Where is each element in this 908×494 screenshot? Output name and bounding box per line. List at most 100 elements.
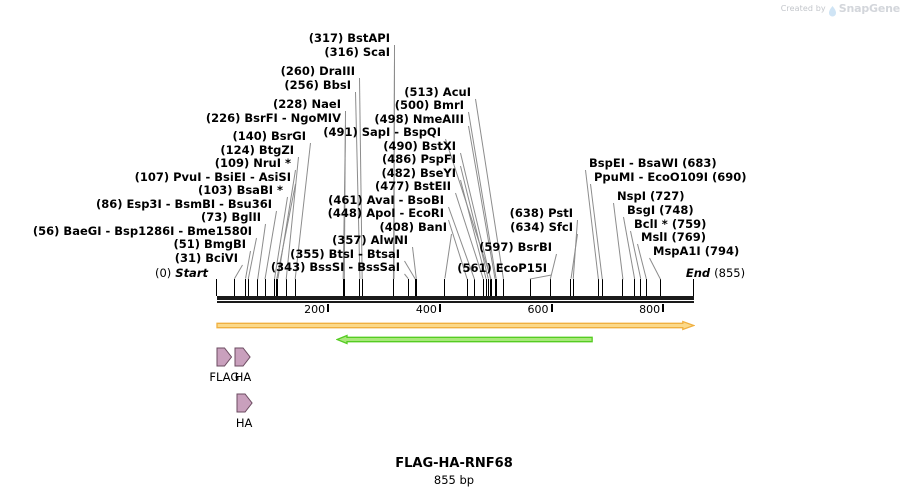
ruler-tick-400 bbox=[438, 304, 441, 312]
sequence-start-cap bbox=[215, 279, 217, 296]
leader-line-634 bbox=[570, 233, 578, 280]
feature-ha-tag-arrow[interactable] bbox=[234, 346, 252, 368]
watermark-created-by-text: Created by bbox=[780, 4, 826, 13]
enzyme-label-226[interactable]: (226) BsrFI - NgoMIV bbox=[205, 111, 341, 125]
enzyme-label-260[interactable]: (260) DraIII bbox=[280, 64, 355, 78]
sequence-start-label: (0) Start bbox=[154, 266, 208, 280]
enzyme-label-228[interactable]: (228) NaeI bbox=[273, 97, 341, 111]
enzyme-label-597[interactable]: (597) BsrBI bbox=[479, 240, 552, 254]
feature-flag-tag-arrow[interactable] bbox=[216, 346, 233, 368]
enzyme-label-638[interactable]: (638) PstI bbox=[509, 206, 573, 220]
enzyme-tick-109 bbox=[277, 279, 279, 296]
enzyme-tick-343 bbox=[408, 279, 409, 296]
feature-mrna-arrow[interactable] bbox=[335, 334, 593, 345]
enzyme-label-461[interactable]: (461) AvaI - BsoBI bbox=[328, 193, 444, 207]
enzyme-label-343[interactable]: (343) BssSI - BssSaI bbox=[270, 260, 400, 274]
enzyme-label-73[interactable]: (73) BglII bbox=[200, 210, 261, 224]
enzyme-label-690[interactable]: PpuMI - EcoO109I (690) bbox=[594, 170, 747, 184]
enzyme-tick-794 bbox=[659, 279, 661, 296]
enzyme-label-490[interactable]: (490) BstXI bbox=[383, 139, 456, 153]
page-title: FLAG-HA-RNF68 bbox=[395, 456, 513, 471]
enzyme-label-759[interactable]: BclI * (759) bbox=[634, 217, 707, 231]
enzyme-label-448[interactable]: (448) ApoI - EcoRI bbox=[327, 206, 444, 220]
enzyme-label-56[interactable]: (56) BaeGI - Bsp1286I - Bme1580I bbox=[32, 224, 252, 238]
ruler-label-200: 200 bbox=[304, 303, 326, 316]
enzyme-label-140[interactable]: (140) BsrGI bbox=[232, 129, 306, 143]
leader-line-73 bbox=[257, 223, 266, 280]
feature-label-flag-2: FLAG bbox=[209, 370, 240, 384]
enzyme-tick-769 bbox=[645, 279, 647, 296]
enzyme-tick-256 bbox=[359, 279, 361, 296]
enzyme-label-513[interactable]: (513) AcuI bbox=[404, 85, 471, 99]
enzyme-label-408[interactable]: (408) BanI bbox=[379, 220, 447, 234]
page-subtitle-length: 855 bp bbox=[433, 473, 475, 487]
feature-label-ha-4: HA bbox=[235, 416, 253, 430]
leader-line-343 bbox=[404, 273, 409, 280]
ruler-label-400: 400 bbox=[415, 303, 437, 316]
enzyme-label-498[interactable]: (498) NmeAIII bbox=[374, 112, 464, 126]
enzyme-label-355[interactable]: (355) BtsI - BtsaI bbox=[290, 247, 400, 261]
enzyme-tick-486 bbox=[487, 279, 489, 296]
feature-ha-tag-arrow[interactable] bbox=[236, 392, 253, 414]
enzyme-label-103[interactable]: (103) BsaBI * bbox=[198, 183, 283, 197]
enzyme-label-357[interactable]: (357) AlwNI bbox=[332, 233, 408, 247]
enzyme-tick-638 bbox=[572, 279, 574, 296]
enzyme-tick-86 bbox=[264, 279, 266, 296]
enzyme-tick-597 bbox=[549, 279, 551, 296]
sequence-backbone-top bbox=[216, 296, 694, 300]
enzyme-tick-56 bbox=[247, 279, 249, 296]
ruler-label-600: 600 bbox=[527, 303, 549, 316]
enzyme-label-477[interactable]: (477) BstEII bbox=[374, 179, 451, 193]
enzyme-label-256[interactable]: (256) BbsI bbox=[284, 78, 351, 92]
watermark-brand-text: SnapGene bbox=[838, 2, 900, 15]
enzyme-label-482[interactable]: (482) BseYI bbox=[381, 166, 456, 180]
enzyme-label-794[interactable]: MspA1I (794) bbox=[653, 244, 740, 258]
enzyme-tick-408 bbox=[444, 279, 446, 296]
enzyme-tick-482 bbox=[485, 279, 487, 296]
enzyme-label-561[interactable]: (561) EcoP15I bbox=[457, 261, 547, 275]
enzyme-tick-513 bbox=[502, 279, 504, 296]
enzyme-label-124[interactable]: (124) BtgZI bbox=[220, 143, 294, 157]
enzyme-tick-316 bbox=[392, 279, 394, 296]
enzyme-tick-260 bbox=[361, 279, 363, 296]
enzyme-label-683[interactable]: BspEI - BsaWI (683) bbox=[589, 156, 717, 170]
enzyme-tick-73 bbox=[257, 279, 259, 296]
enzyme-label-51[interactable]: (51) BmgBI bbox=[173, 237, 246, 251]
enzyme-tick-107 bbox=[276, 279, 278, 296]
enzyme-label-491[interactable]: (491) SapI - BspQI bbox=[323, 125, 441, 139]
ruler-tick-200 bbox=[327, 304, 330, 312]
leader-line-683 bbox=[585, 169, 599, 280]
enzyme-label-748[interactable]: BsgI (748) bbox=[627, 203, 694, 217]
enzyme-label-316[interactable]: (316) ScaI bbox=[324, 45, 390, 59]
snapgene-watermark: Created by SnapGene bbox=[780, 2, 900, 16]
leader-line-561 bbox=[530, 274, 552, 280]
enzyme-tick-355 bbox=[414, 279, 416, 296]
enzyme-tick-448 bbox=[466, 279, 468, 296]
leader-line-727 bbox=[613, 202, 624, 280]
enzyme-tick-317 bbox=[393, 279, 395, 296]
enzyme-tick-31 bbox=[233, 279, 235, 296]
enzyme-tick-357 bbox=[415, 279, 417, 296]
enzyme-label-769[interactable]: MslI (769) bbox=[641, 230, 707, 244]
enzyme-label-500[interactable]: (500) BmrI bbox=[394, 98, 464, 112]
enzyme-tick-498 bbox=[494, 279, 496, 296]
enzyme-label-727[interactable]: NspI (727) bbox=[617, 189, 685, 203]
enzyme-label-86[interactable]: (86) Esp3I - BsmBI - Bsu36I bbox=[95, 197, 272, 211]
enzyme-label-109[interactable]: (109) NruI * bbox=[214, 156, 291, 170]
leader-line-408 bbox=[444, 233, 452, 280]
enzyme-label-317[interactable]: (317) BstAPI bbox=[308, 31, 390, 45]
enzyme-tick-103 bbox=[274, 279, 275, 296]
enzyme-tick-748 bbox=[634, 279, 636, 296]
feature-cds-arrow[interactable] bbox=[216, 320, 695, 331]
enzyme-tick-51 bbox=[244, 279, 246, 296]
enzyme-label-107[interactable]: (107) PvuI - BsiEI - AsiSI bbox=[134, 170, 291, 184]
enzyme-label-31[interactable]: (31) BciVI bbox=[174, 251, 238, 265]
enzyme-label-486[interactable]: (486) PspFI bbox=[382, 152, 456, 166]
enzyme-tick-561 bbox=[529, 279, 531, 296]
enzyme-label-634[interactable]: (634) SfcI bbox=[510, 220, 573, 234]
enzyme-tick-140 bbox=[294, 279, 296, 296]
feature-label-ha-3: HA bbox=[234, 370, 252, 384]
snapgene-logo-icon bbox=[828, 3, 836, 16]
enzyme-tick-477 bbox=[482, 279, 484, 296]
